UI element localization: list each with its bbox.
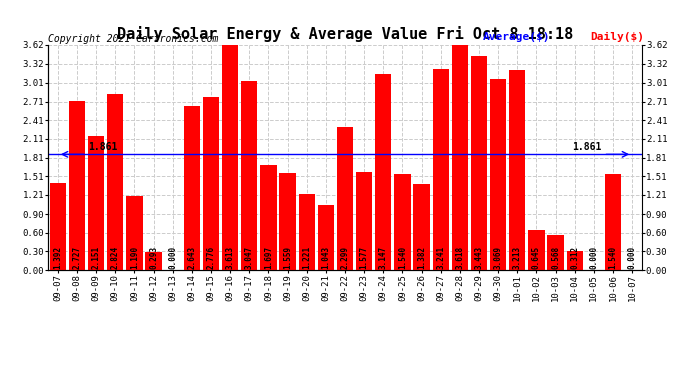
Bar xyxy=(433,69,449,270)
Text: 3.613: 3.613 xyxy=(226,246,235,269)
Bar xyxy=(490,79,506,270)
Text: 1.382: 1.382 xyxy=(417,246,426,269)
Text: 0.293: 0.293 xyxy=(149,246,158,269)
Bar xyxy=(146,252,161,270)
Text: 3.443: 3.443 xyxy=(475,246,484,269)
Text: 1.190: 1.190 xyxy=(130,246,139,269)
Text: Copyright 2021 Cartronics.com: Copyright 2021 Cartronics.com xyxy=(48,34,219,44)
Bar xyxy=(375,74,391,270)
Bar xyxy=(203,98,219,270)
Text: 1.392: 1.392 xyxy=(53,246,62,269)
Text: 2.776: 2.776 xyxy=(206,246,215,269)
Text: 2.151: 2.151 xyxy=(92,246,101,269)
Text: 2.299: 2.299 xyxy=(340,246,350,269)
Text: 1.861: 1.861 xyxy=(572,142,602,152)
Text: 1.540: 1.540 xyxy=(398,246,407,269)
Bar xyxy=(605,174,621,270)
Bar xyxy=(184,106,200,270)
Text: 3.069: 3.069 xyxy=(493,246,502,269)
Bar xyxy=(260,165,277,270)
Text: 3.618: 3.618 xyxy=(455,246,464,269)
Bar xyxy=(279,173,296,270)
Text: 3.213: 3.213 xyxy=(513,246,522,269)
Bar xyxy=(241,81,257,270)
Text: 1.043: 1.043 xyxy=(322,246,331,269)
Text: 1.559: 1.559 xyxy=(283,246,292,269)
Text: 2.643: 2.643 xyxy=(188,246,197,269)
Text: 0.645: 0.645 xyxy=(532,246,541,269)
Bar xyxy=(337,127,353,270)
Title: Daily Solar Energy & Average Value Fri Oct 8 18:18: Daily Solar Energy & Average Value Fri O… xyxy=(117,27,573,42)
Bar xyxy=(69,100,85,270)
Bar xyxy=(126,196,143,270)
Text: 0.000: 0.000 xyxy=(168,246,177,269)
Text: 3.147: 3.147 xyxy=(379,246,388,269)
Bar xyxy=(509,70,525,270)
Bar xyxy=(452,45,468,270)
Text: 1.540: 1.540 xyxy=(609,246,618,269)
Bar xyxy=(222,45,238,270)
Text: 1.221: 1.221 xyxy=(302,246,311,269)
Text: 3.241: 3.241 xyxy=(436,246,445,269)
Bar xyxy=(566,251,583,270)
Bar xyxy=(394,174,411,270)
Text: 0.000: 0.000 xyxy=(628,246,637,269)
Text: 2.727: 2.727 xyxy=(72,246,81,269)
Text: 1.577: 1.577 xyxy=(359,246,368,269)
Text: 1.861: 1.861 xyxy=(88,142,118,152)
Bar xyxy=(471,56,487,270)
Text: 0.312: 0.312 xyxy=(570,246,579,269)
Bar xyxy=(50,183,66,270)
Text: 0.568: 0.568 xyxy=(551,246,560,269)
Text: Average($): Average($) xyxy=(483,32,551,42)
Bar xyxy=(317,205,334,270)
Text: 3.047: 3.047 xyxy=(245,246,254,269)
Bar xyxy=(356,172,373,270)
Bar xyxy=(413,184,430,270)
Bar xyxy=(299,194,315,270)
Text: 2.824: 2.824 xyxy=(111,246,120,269)
Text: Daily($): Daily($) xyxy=(590,32,644,42)
Bar xyxy=(107,94,124,270)
Bar xyxy=(547,235,564,270)
Bar xyxy=(88,136,104,270)
Text: 1.697: 1.697 xyxy=(264,246,273,269)
Bar xyxy=(529,230,544,270)
Text: 0.000: 0.000 xyxy=(589,246,598,269)
